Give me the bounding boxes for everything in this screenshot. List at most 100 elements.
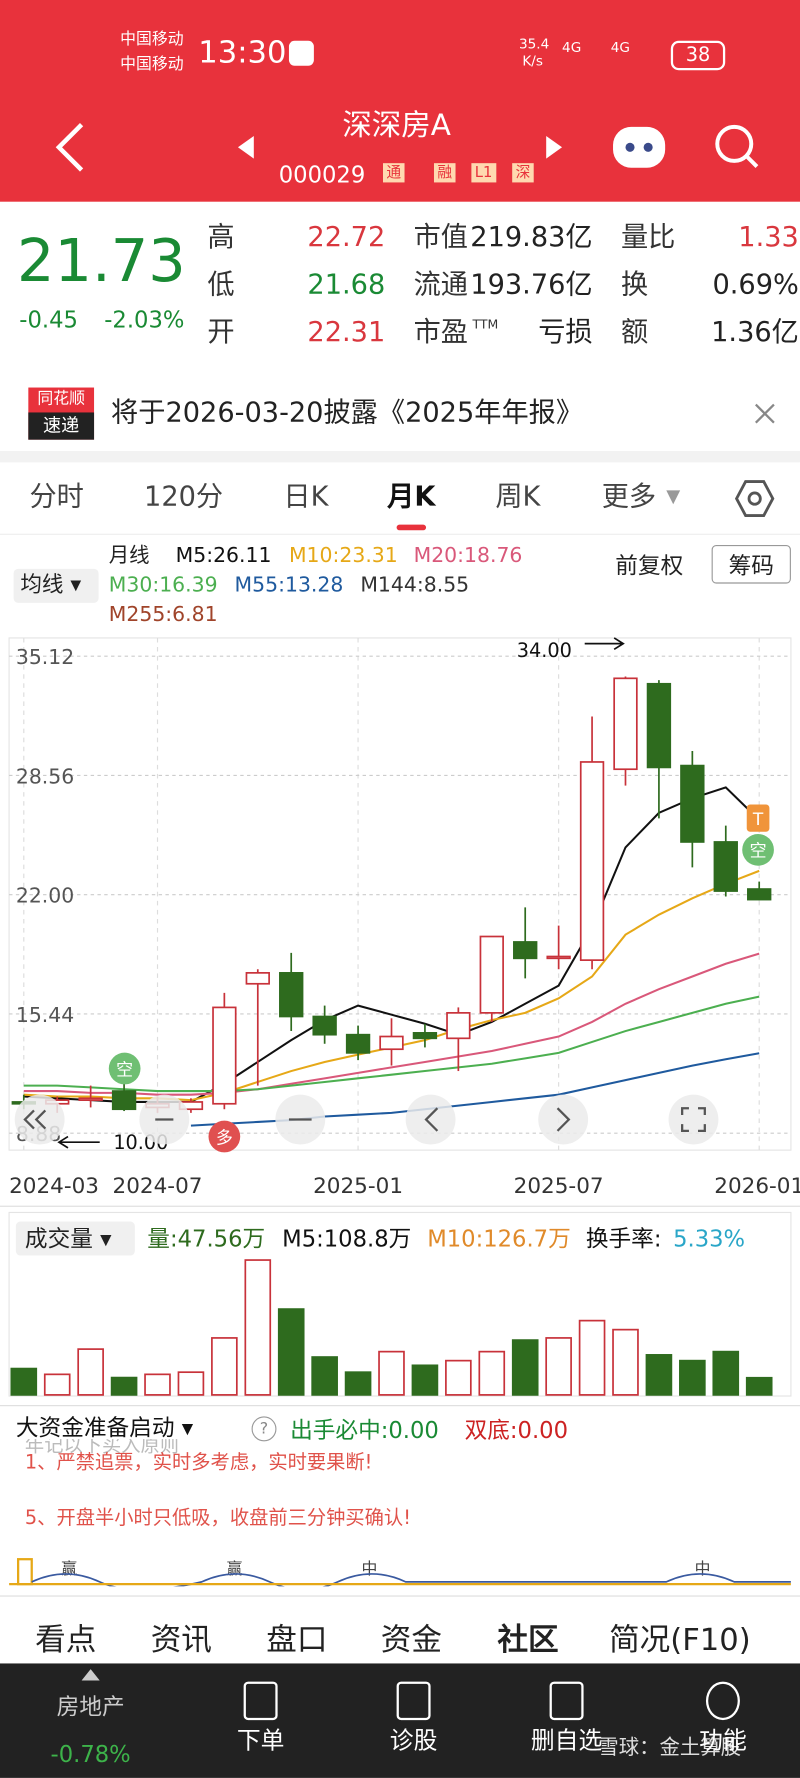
candle-body: [713, 841, 738, 892]
watermark: 雪球：金土算股: [598, 1735, 742, 1760]
tab[interactable]: 周K: [495, 480, 541, 513]
next-stock[interactable]: [546, 135, 563, 159]
bottom-tab[interactable]: 看点: [35, 1622, 97, 1658]
volume-selector[interactable]: 成交量 ▾: [15, 1221, 135, 1256]
chart-nav-button[interactable]: [668, 1094, 719, 1145]
nav-item[interactable]: 删自选: [530, 1726, 603, 1755]
nav-item[interactable]: 功能: [699, 1726, 747, 1755]
network: 4G: [562, 39, 582, 56]
chart-nav-icon: [681, 1107, 706, 1133]
arrow: [584, 637, 625, 651]
volume-frame: [8, 1211, 792, 1397]
search-button[interactable]: [715, 124, 754, 163]
candle-body: [546, 955, 571, 960]
signal-label: 多: [216, 1128, 233, 1148]
carrier: 中国移动: [120, 30, 184, 49]
candle-body: [479, 935, 504, 1014]
indicator-item: 出手必中:0.00: [290, 1416, 439, 1444]
notice-logo: 速递: [28, 412, 95, 440]
candle-body: [379, 1035, 404, 1051]
robot-icon[interactable]: [613, 126, 666, 168]
net-speed-unit: K/s: [522, 53, 543, 70]
chart-nav-button[interactable]: [14, 1094, 65, 1145]
nav-item[interactable]: 下单: [236, 1726, 285, 1755]
tab[interactable]: 月K: [387, 480, 436, 513]
field-label: 市值: [413, 220, 468, 253]
volume-bar: [645, 1354, 673, 1396]
bottom-tab[interactable]: 简况(F10): [609, 1622, 751, 1658]
chart-nav-icon: [424, 1107, 439, 1132]
candle-body: [412, 1032, 438, 1040]
tab[interactable]: 120分: [144, 480, 224, 513]
app-icon: [288, 40, 314, 66]
settings-button[interactable]: [734, 478, 775, 519]
indicator-item: 双底:0.00: [464, 1416, 569, 1444]
more-arrow: ▼: [666, 484, 681, 507]
ma-selector-label: 均线: [20, 572, 64, 598]
header-icons: [55, 123, 759, 172]
tab[interactable]: 更多: [601, 480, 657, 513]
tag: L1: [471, 163, 496, 183]
signal-label: 空: [116, 1060, 133, 1080]
tag: 深: [512, 163, 534, 183]
arrow: [57, 1135, 100, 1149]
indicator-title-text: 大资金准备启动: [15, 1414, 175, 1442]
close-notice[interactable]: [752, 401, 777, 426]
chips-button[interactable]: 筹码: [711, 545, 791, 584]
chart-nav-button[interactable]: [538, 1094, 589, 1145]
bottom-tab[interactable]: 社区: [497, 1622, 559, 1658]
separator: [0, 533, 800, 535]
change-pct: -2.03%: [104, 305, 185, 334]
plot-frame: [8, 637, 792, 1151]
net-speed: 35.4: [518, 36, 550, 53]
bottom-tab[interactable]: 盘口: [266, 1622, 328, 1658]
y-tick-label: 35.12: [16, 645, 74, 669]
change: -0.45: [19, 305, 78, 334]
sector-arrow: [81, 1669, 100, 1681]
bottom-tab[interactable]: 资金: [380, 1622, 442, 1658]
clock: 13:30: [198, 35, 287, 71]
y-tick-label: 22.00: [16, 884, 74, 908]
adjust[interactable]: 前复权: [615, 551, 684, 580]
volume-bar: [311, 1356, 338, 1396]
signal-label: 空: [750, 842, 767, 862]
volume-bar: [144, 1373, 171, 1396]
nav-item[interactable]: 诊股: [389, 1726, 438, 1755]
x-tick-label: 2026-01: [714, 1174, 800, 1199]
tab[interactable]: 分时: [29, 480, 84, 513]
robot-eye: [625, 142, 635, 152]
field-label: 换: [620, 268, 649, 301]
volume-bar: [378, 1350, 405, 1396]
ma-line: [23, 995, 760, 1093]
ma-selector[interactable]: 均线 ▾: [13, 568, 99, 603]
volume-bar: [478, 1350, 506, 1396]
volume-bar: [545, 1337, 572, 1396]
bottom-tab[interactable]: 资讯: [150, 1622, 212, 1658]
back-button[interactable]: [55, 123, 84, 172]
tab[interactable]: 日K: [283, 480, 329, 513]
price: 21.73: [16, 227, 186, 296]
x-tick-label: 2024-07: [113, 1174, 203, 1199]
notice-text[interactable]: 将于2026-03-20披露《2025年年报》: [111, 396, 584, 429]
tag: 通: [383, 163, 405, 183]
prev-stock[interactable]: [237, 135, 254, 159]
help[interactable]: ?: [251, 1416, 277, 1442]
network: 4G: [610, 39, 630, 56]
volume-bar: [10, 1367, 38, 1396]
field-label: 量比: [620, 220, 676, 253]
indicator-title[interactable]: 大资金准备启动 ▾: [15, 1414, 194, 1442]
field-label: 高: [207, 220, 235, 253]
robot-eye: [643, 142, 653, 152]
sector[interactable]: 房地产: [56, 1692, 125, 1721]
separator: [0, 1595, 800, 1597]
separator: [0, 1405, 800, 1407]
x-tick-label: 2025-01: [313, 1174, 403, 1199]
volume-bar: [679, 1359, 706, 1396]
chart-nav-button[interactable]: [405, 1094, 456, 1145]
candle-body: [513, 941, 538, 960]
nav-icon: [243, 1681, 278, 1721]
field-value: 0.69%: [712, 268, 799, 301]
candle-body: [446, 1012, 471, 1040]
turnover-label: 换手率:: [585, 1224, 662, 1253]
